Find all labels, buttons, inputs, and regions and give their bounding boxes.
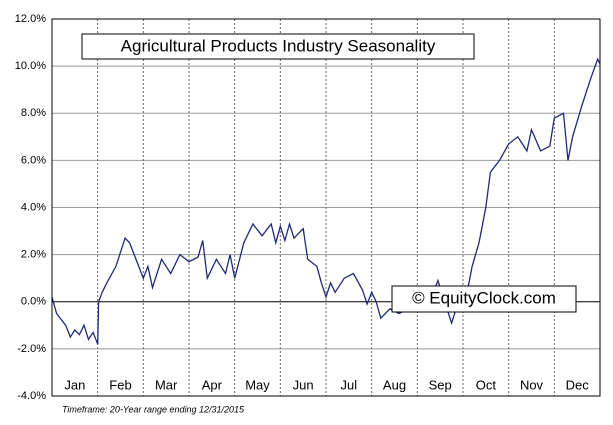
x-tick-label: Apr bbox=[202, 377, 223, 392]
y-tick-label: 12.0% bbox=[15, 13, 46, 25]
x-tick-label: Sep bbox=[429, 377, 452, 392]
x-tick-label: Jun bbox=[293, 377, 314, 392]
x-tick-label: Aug bbox=[383, 377, 406, 392]
y-tick-label: -2.0% bbox=[17, 343, 46, 355]
watermark: © EquityClock.com bbox=[412, 288, 556, 307]
footnote: Timeframe: 20-Year range ending 12/31/20… bbox=[62, 404, 245, 414]
x-tick-label: Dec bbox=[566, 377, 590, 392]
plot bbox=[51, 57, 601, 345]
x-tick-label: Mar bbox=[155, 377, 178, 392]
x-tick-label: Oct bbox=[476, 377, 497, 392]
y-tick-label: 0.0% bbox=[21, 296, 46, 308]
watermark-box bbox=[391, 285, 577, 313]
y-tick-label: 2.0% bbox=[21, 249, 46, 261]
chart-title: Agricultural Products Industry Seasonali… bbox=[121, 36, 436, 55]
title-box bbox=[81, 33, 475, 60]
x-tick-label: Jul bbox=[341, 377, 358, 392]
x-tick-label: Nov bbox=[520, 377, 544, 392]
y-tick-label: 8.0% bbox=[21, 107, 46, 119]
series-line bbox=[51, 57, 601, 345]
grid bbox=[52, 18, 600, 397]
plot-frame bbox=[51, 18, 601, 397]
y-tick-label: 4.0% bbox=[21, 201, 46, 213]
x-tick-label: Jan bbox=[64, 377, 85, 392]
x-tick-label: May bbox=[245, 377, 270, 392]
y-tick-label: 10.0% bbox=[15, 60, 46, 72]
x-tick-label: Feb bbox=[109, 377, 131, 392]
y-tick-label: 6.0% bbox=[21, 154, 46, 166]
y-tick-label: -4.0% bbox=[17, 390, 46, 402]
